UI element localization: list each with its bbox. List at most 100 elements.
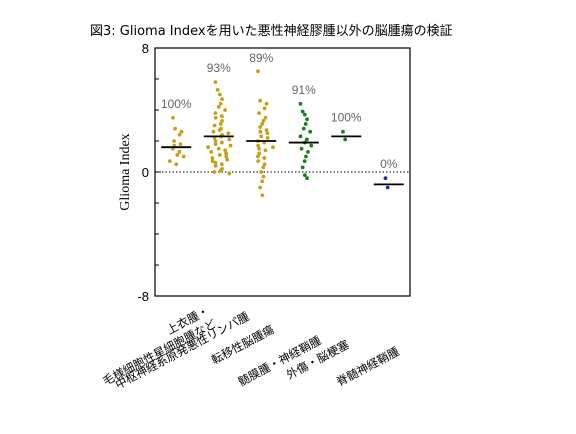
data-point bbox=[181, 154, 186, 159]
y-tick-label: 0 bbox=[142, 165, 149, 180]
y-tick-label: -8 bbox=[137, 289, 149, 304]
data-point bbox=[264, 101, 269, 106]
data-point bbox=[177, 132, 182, 137]
data-point bbox=[304, 137, 309, 142]
data-point bbox=[301, 126, 306, 131]
data-point bbox=[385, 185, 390, 190]
data-point bbox=[212, 123, 217, 128]
data-point bbox=[260, 179, 265, 184]
data-point bbox=[261, 118, 266, 123]
data-point bbox=[213, 115, 218, 120]
data-point bbox=[298, 101, 303, 106]
data-point bbox=[209, 149, 214, 154]
data-point bbox=[343, 137, 348, 142]
data-point bbox=[219, 114, 224, 119]
percent-label: 100% bbox=[331, 111, 362, 125]
data-point bbox=[226, 131, 231, 136]
data-point bbox=[263, 148, 268, 153]
data-point bbox=[302, 112, 307, 117]
data-point bbox=[213, 163, 218, 168]
data-point bbox=[256, 143, 261, 148]
data-point bbox=[264, 128, 269, 133]
data-point bbox=[228, 143, 233, 148]
data-point bbox=[302, 159, 307, 164]
data-point bbox=[212, 170, 217, 174]
y-tick-label: 8 bbox=[142, 41, 149, 56]
data-point bbox=[265, 136, 270, 140]
data-point bbox=[261, 174, 266, 179]
data-point bbox=[211, 129, 216, 134]
data-point bbox=[341, 129, 345, 134]
data-point bbox=[219, 140, 224, 145]
data-point bbox=[257, 146, 261, 151]
data-point bbox=[213, 80, 218, 84]
data-point bbox=[177, 149, 182, 154]
data-point bbox=[227, 137, 232, 142]
data-point bbox=[298, 134, 303, 139]
data-point bbox=[259, 134, 264, 139]
plot-area: 80-8100%93%89%91%100%0%上衣腫・毛様細胞性星細胞腫など中枢… bbox=[100, 41, 411, 392]
percent-label: 91% bbox=[292, 83, 316, 97]
data-point bbox=[256, 69, 260, 74]
data-point bbox=[263, 115, 268, 120]
chart-title: 図3: Glioma Indexを用いた悪性神経膠腫以外の脳腫瘍の検証 bbox=[90, 23, 453, 39]
data-point bbox=[259, 170, 264, 174]
data-point bbox=[167, 159, 172, 164]
data-point bbox=[309, 143, 314, 148]
data-point bbox=[302, 173, 307, 178]
percent-label: 93% bbox=[207, 61, 231, 75]
data-point bbox=[179, 129, 184, 134]
data-point bbox=[256, 154, 260, 159]
data-point bbox=[299, 146, 304, 151]
data-point bbox=[258, 129, 263, 134]
data-point bbox=[213, 111, 218, 115]
data-point bbox=[224, 154, 229, 159]
data-point bbox=[262, 156, 267, 160]
percent-label: 100% bbox=[161, 97, 192, 111]
data-point bbox=[305, 176, 309, 181]
data-point bbox=[217, 92, 222, 97]
data-point bbox=[300, 165, 305, 170]
data-point bbox=[174, 162, 179, 167]
data-point bbox=[178, 142, 183, 147]
data-point bbox=[210, 156, 215, 160]
data-point bbox=[217, 128, 222, 133]
data-point bbox=[257, 151, 262, 156]
data-point bbox=[300, 109, 305, 114]
data-point bbox=[262, 162, 267, 167]
data-point bbox=[213, 142, 218, 147]
data-point bbox=[175, 153, 180, 157]
percent-label: 0% bbox=[380, 157, 398, 171]
data-point bbox=[265, 131, 270, 136]
data-point bbox=[304, 154, 308, 159]
data-point bbox=[172, 139, 176, 143]
data-point bbox=[213, 139, 218, 143]
data-point bbox=[217, 153, 222, 157]
data-point bbox=[305, 117, 309, 122]
data-point bbox=[306, 149, 310, 154]
data-point bbox=[258, 125, 263, 129]
data-point bbox=[215, 87, 220, 92]
data-point bbox=[218, 101, 223, 106]
data-point bbox=[224, 151, 228, 156]
data-point bbox=[218, 168, 223, 173]
data-point bbox=[219, 162, 224, 167]
data-point bbox=[223, 148, 228, 153]
data-point bbox=[308, 129, 313, 134]
data-point bbox=[213, 160, 218, 165]
data-point bbox=[216, 146, 221, 151]
data-point bbox=[220, 118, 224, 123]
data-point bbox=[173, 126, 178, 131]
data-point bbox=[171, 115, 175, 120]
data-point bbox=[206, 145, 211, 150]
data-point bbox=[262, 106, 267, 111]
data-point bbox=[220, 97, 224, 102]
y-axis-label: Glioma Index bbox=[118, 133, 133, 210]
data-point bbox=[260, 193, 265, 198]
data-point bbox=[257, 111, 261, 115]
data-point bbox=[383, 176, 388, 181]
data-point bbox=[258, 185, 263, 190]
data-point bbox=[227, 171, 232, 176]
data-point bbox=[260, 122, 265, 126]
percent-label: 89% bbox=[249, 51, 273, 65]
